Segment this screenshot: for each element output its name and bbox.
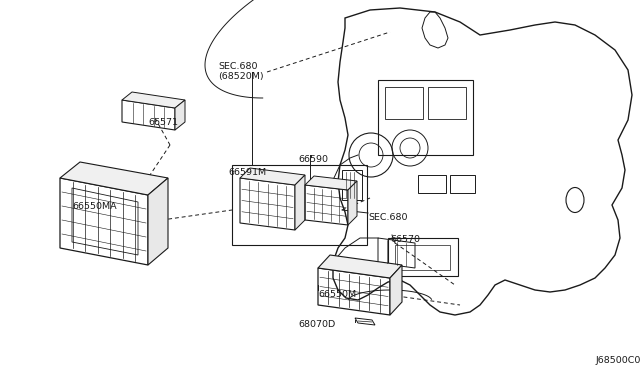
Text: 66550MA: 66550MA [72, 202, 116, 211]
Polygon shape [175, 100, 185, 130]
Text: SEC.680: SEC.680 [368, 213, 408, 222]
Polygon shape [122, 92, 185, 108]
Bar [450, 175, 475, 193]
Bar [428, 87, 466, 119]
Text: 66570: 66570 [390, 235, 420, 244]
Polygon shape [318, 255, 402, 278]
Text: 68070D: 68070D [298, 320, 335, 329]
Text: J68500C0: J68500C0 [596, 356, 640, 365]
Polygon shape [348, 181, 357, 225]
Text: 66550M: 66550M [318, 290, 356, 299]
Text: 66590: 66590 [298, 155, 328, 164]
Bar [378, 80, 473, 155]
Text: 66571: 66571 [148, 118, 178, 127]
Polygon shape [295, 175, 305, 230]
Polygon shape [390, 265, 402, 315]
Bar [342, 170, 362, 200]
Polygon shape [60, 162, 168, 195]
Bar [395, 245, 450, 270]
Bar [418, 175, 446, 193]
Polygon shape [305, 176, 357, 190]
Bar [388, 238, 458, 276]
Text: SEC.680
(68520M): SEC.680 (68520M) [218, 62, 264, 81]
Bar [232, 165, 367, 245]
Text: 66591M: 66591M [228, 168, 266, 177]
Polygon shape [240, 168, 305, 185]
Bar [385, 87, 423, 119]
Polygon shape [148, 178, 168, 265]
